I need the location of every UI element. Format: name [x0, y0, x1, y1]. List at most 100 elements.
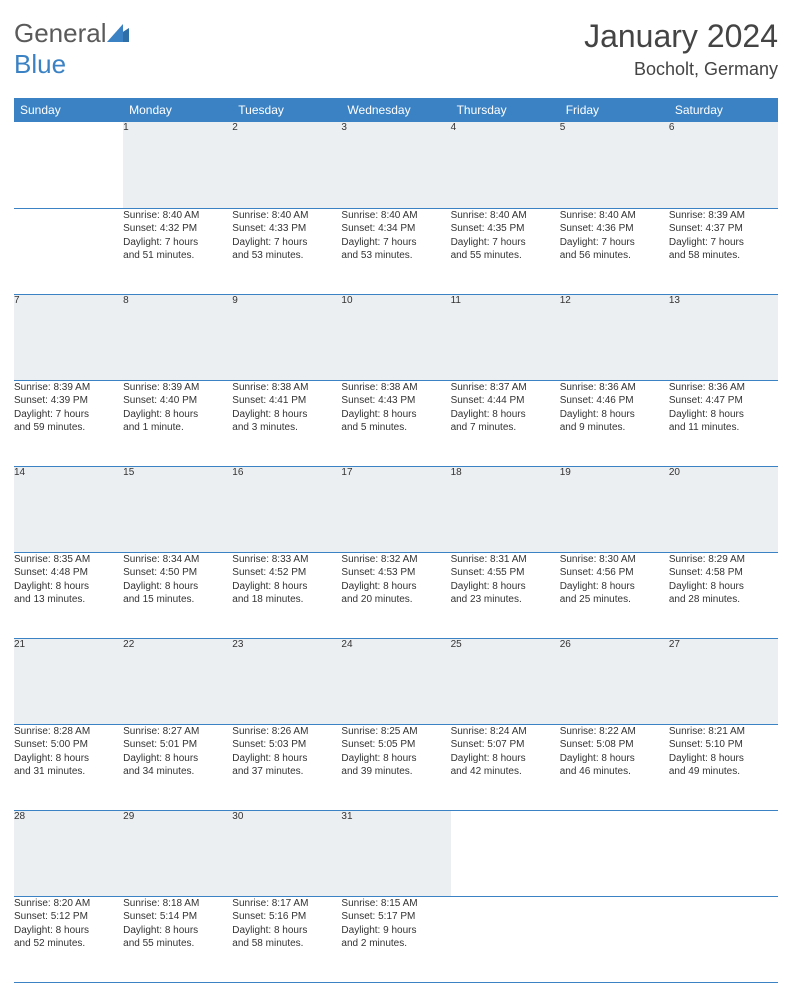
day-content-cell: Sunrise: 8:20 AMSunset: 5:12 PMDaylight:… [14, 896, 123, 982]
weekday-header: Thursday [451, 98, 560, 122]
cell-line: Daylight: 8 hours [14, 580, 123, 594]
day-number-cell: 21 [14, 638, 123, 724]
day-content-cell: Sunrise: 8:30 AMSunset: 4:56 PMDaylight:… [560, 552, 669, 638]
cell-line: Sunrise: 8:38 AM [341, 381, 450, 395]
cell-line: and 28 minutes. [669, 593, 778, 607]
weekday-header-row: SundayMondayTuesdayWednesdayThursdayFrid… [14, 98, 778, 122]
day-number-cell: 14 [14, 466, 123, 552]
day-number-cell: 18 [451, 466, 560, 552]
day-number-cell: 28 [14, 810, 123, 896]
day-number-cell: 1 [123, 122, 232, 208]
day-content-cell: Sunrise: 8:38 AMSunset: 4:41 PMDaylight:… [232, 380, 341, 466]
weekday-header: Monday [123, 98, 232, 122]
daynum-row: 123456 [14, 122, 778, 208]
cell-line: Sunrise: 8:29 AM [669, 553, 778, 567]
day-number-cell: 25 [451, 638, 560, 724]
day-content-cell: Sunrise: 8:33 AMSunset: 4:52 PMDaylight:… [232, 552, 341, 638]
cell-line: Daylight: 8 hours [14, 752, 123, 766]
cell-line: Daylight: 8 hours [341, 580, 450, 594]
cell-line: Sunrise: 8:26 AM [232, 725, 341, 739]
day-number-cell: 31 [341, 810, 450, 896]
day-content-cell: Sunrise: 8:40 AMSunset: 4:36 PMDaylight:… [560, 208, 669, 294]
cell-line: and 1 minute. [123, 421, 232, 435]
day-content-cell: Sunrise: 8:38 AMSunset: 4:43 PMDaylight:… [341, 380, 450, 466]
cell-line: and 59 minutes. [14, 421, 123, 435]
cell-line: and 7 minutes. [451, 421, 560, 435]
cell-line: and 58 minutes. [232, 937, 341, 951]
day-number-cell: 5 [560, 122, 669, 208]
logo-part2: Blue [14, 49, 66, 79]
weekday-header: Sunday [14, 98, 123, 122]
cell-line: Daylight: 8 hours [123, 752, 232, 766]
day-number-cell [14, 122, 123, 208]
logo-part1: General [14, 18, 107, 48]
cell-line: Sunset: 5:16 PM [232, 910, 341, 924]
cell-line: Daylight: 8 hours [123, 924, 232, 938]
cell-line: Daylight: 8 hours [341, 752, 450, 766]
content-row: Sunrise: 8:28 AMSunset: 5:00 PMDaylight:… [14, 724, 778, 810]
cell-line: Sunset: 4:52 PM [232, 566, 341, 580]
cell-line: Sunrise: 8:39 AM [123, 381, 232, 395]
cell-line: Sunrise: 8:18 AM [123, 897, 232, 911]
day-number-cell: 20 [669, 466, 778, 552]
day-number-cell: 8 [123, 294, 232, 380]
cell-line: Sunset: 4:55 PM [451, 566, 560, 580]
cell-line: Sunrise: 8:17 AM [232, 897, 341, 911]
cell-line: Sunset: 4:34 PM [341, 222, 450, 236]
day-content-cell: Sunrise: 8:32 AMSunset: 4:53 PMDaylight:… [341, 552, 450, 638]
day-number-cell: 30 [232, 810, 341, 896]
cell-line: Daylight: 8 hours [232, 924, 341, 938]
cell-line: Sunrise: 8:35 AM [14, 553, 123, 567]
day-number-cell: 15 [123, 466, 232, 552]
cell-line: Sunset: 5:14 PM [123, 910, 232, 924]
cell-line: and 51 minutes. [123, 249, 232, 263]
day-number-cell: 23 [232, 638, 341, 724]
daynum-row: 21222324252627 [14, 638, 778, 724]
cell-line: Sunset: 4:58 PM [669, 566, 778, 580]
cell-line: and 34 minutes. [123, 765, 232, 779]
cell-line: and 37 minutes. [232, 765, 341, 779]
cell-line: Sunset: 4:48 PM [14, 566, 123, 580]
cell-line: and 25 minutes. [560, 593, 669, 607]
cell-line: Sunrise: 8:30 AM [560, 553, 669, 567]
cell-line: Daylight: 8 hours [232, 752, 341, 766]
day-number-cell: 2 [232, 122, 341, 208]
day-number-cell: 24 [341, 638, 450, 724]
logo-mark-icon [107, 24, 129, 47]
cell-line: Sunset: 5:12 PM [14, 910, 123, 924]
cell-line: Sunset: 4:32 PM [123, 222, 232, 236]
cell-line: Sunset: 4:46 PM [560, 394, 669, 408]
day-content-cell: Sunrise: 8:31 AMSunset: 4:55 PMDaylight:… [451, 552, 560, 638]
cell-line: Sunset: 5:10 PM [669, 738, 778, 752]
cell-line: Sunrise: 8:15 AM [341, 897, 450, 911]
cell-line: Daylight: 8 hours [669, 580, 778, 594]
cell-line: Daylight: 8 hours [451, 580, 560, 594]
day-content-cell: Sunrise: 8:15 AMSunset: 5:17 PMDaylight:… [341, 896, 450, 982]
calendar-table: SundayMondayTuesdayWednesdayThursdayFrid… [14, 98, 778, 983]
day-content-cell: Sunrise: 8:24 AMSunset: 5:07 PMDaylight:… [451, 724, 560, 810]
cell-line: Sunset: 4:53 PM [341, 566, 450, 580]
cell-line: and 15 minutes. [123, 593, 232, 607]
cell-line: Sunset: 5:07 PM [451, 738, 560, 752]
cell-line: Daylight: 8 hours [123, 580, 232, 594]
cell-line: Daylight: 8 hours [341, 408, 450, 422]
cell-line: Daylight: 8 hours [451, 408, 560, 422]
cell-line: Sunset: 4:40 PM [123, 394, 232, 408]
cell-line: and 53 minutes. [341, 249, 450, 263]
cell-line: Sunset: 5:17 PM [341, 910, 450, 924]
day-number-cell: 29 [123, 810, 232, 896]
cell-line: Daylight: 8 hours [123, 408, 232, 422]
day-content-cell [669, 896, 778, 982]
cell-line: Sunrise: 8:20 AM [14, 897, 123, 911]
cell-line: Sunrise: 8:36 AM [560, 381, 669, 395]
cell-line: and 56 minutes. [560, 249, 669, 263]
logo-text: General Blue [14, 18, 129, 80]
cell-line: Sunrise: 8:21 AM [669, 725, 778, 739]
cell-line: and 58 minutes. [669, 249, 778, 263]
day-number-cell [669, 810, 778, 896]
cell-line: Sunrise: 8:22 AM [560, 725, 669, 739]
cell-line: Sunset: 5:08 PM [560, 738, 669, 752]
day-number-cell: 11 [451, 294, 560, 380]
day-number-cell: 12 [560, 294, 669, 380]
cell-line: Sunset: 5:05 PM [341, 738, 450, 752]
